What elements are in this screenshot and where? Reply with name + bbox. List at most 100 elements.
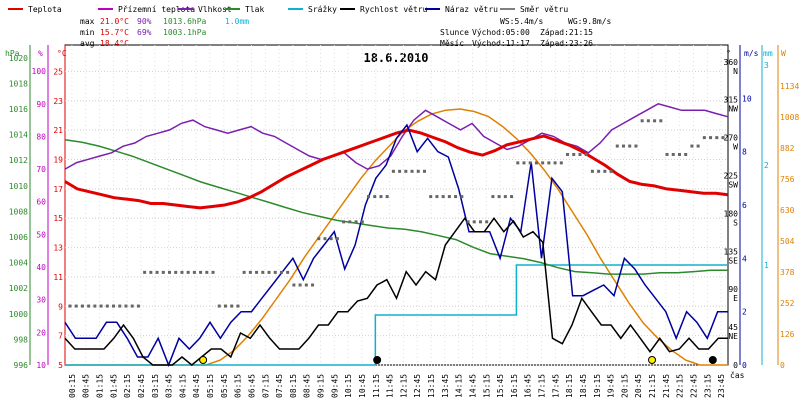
wind-dir-dot	[186, 270, 190, 274]
series-layer	[64, 102, 729, 368]
axis-title-pct: %	[38, 49, 43, 58]
tick-label-time: 13:15	[427, 374, 436, 398]
stats-min-label: min	[80, 28, 95, 37]
tick-label-time: 10:45	[358, 374, 367, 398]
wind-dir-dot	[491, 195, 495, 199]
stats-max-press: 1013.6hPa	[163, 17, 207, 26]
tick-label-pressure: 1020	[9, 54, 28, 63]
tick-label-pressure: 1008	[9, 207, 28, 216]
wind-dir-dot	[130, 304, 134, 308]
wind-dir-dot	[416, 169, 420, 173]
wind-dir-dot	[578, 152, 582, 156]
wind-dir-dot	[566, 152, 570, 156]
wind-dir-dot	[497, 195, 501, 199]
wind-dir-dot	[161, 270, 165, 274]
tick-label-time: 16:15	[510, 374, 519, 398]
tick-label-winddir: 225	[724, 172, 739, 181]
tick-label-time: 02:15	[123, 374, 132, 398]
tick-label-time: 08:15	[289, 374, 298, 398]
chart-title: 18.6.2010	[363, 51, 428, 65]
wind-dir-dot	[391, 169, 395, 173]
tick-label-temp: 5	[58, 361, 63, 370]
wind-dir-dot	[510, 195, 514, 199]
tick-label-humidity: 40	[36, 263, 46, 272]
stats-min-hum: 69%	[137, 28, 152, 37]
wind-dir-dot	[217, 304, 221, 308]
wind-dir-dot	[534, 161, 538, 165]
wind-dir-dot	[640, 119, 644, 123]
wind-dir-dot	[541, 161, 545, 165]
series-humidity	[64, 102, 729, 170]
tick-label-solar: 0	[780, 361, 785, 370]
tick-label-solar: 1008	[780, 113, 799, 122]
wind-dir-dot	[267, 270, 271, 274]
wind-dir-dot	[528, 161, 532, 165]
wind-dir-dot	[261, 270, 265, 274]
wind-dir-dot	[410, 169, 414, 173]
tick-label-time: 15:15	[482, 374, 491, 398]
series-rain	[65, 264, 728, 366]
sunrise-marker	[199, 356, 208, 364]
wind-dir-dot	[398, 169, 402, 173]
tick-label-time: 05:15	[206, 374, 215, 398]
tick-label-time: 06:15	[234, 374, 243, 398]
stats-avg-temp: 18.4°C	[100, 39, 129, 48]
tick-label-pressure: 1012	[9, 156, 28, 165]
legend-label: Srážky	[308, 5, 337, 14]
legend-label: Vlhkost	[198, 5, 232, 14]
wind-dir-dot	[721, 136, 725, 140]
wind-dir-dot	[311, 283, 315, 287]
wind-dir-dot	[615, 144, 619, 148]
tick-label-time: 14:45	[468, 374, 477, 398]
wind-dir-dot	[143, 270, 147, 274]
wind-dir-dot	[248, 270, 252, 274]
tick-label-wind: 4	[742, 254, 747, 263]
wind-dir-dot	[466, 220, 470, 224]
wind-dir-dot	[199, 270, 203, 274]
wind-dir-dot	[230, 304, 234, 308]
wind-dir-dot	[118, 304, 122, 308]
tick-label-humidity: 90	[36, 100, 46, 109]
tick-label-winddir: 270	[724, 134, 739, 143]
series-wind-speed	[64, 217, 728, 366]
wind-dir-dot	[342, 220, 346, 224]
moonrise-marker	[373, 356, 382, 364]
tick-label-time: 01:15	[96, 374, 105, 398]
tick-label-solar: 756	[780, 175, 795, 184]
tick-label-time: 19:45	[607, 374, 616, 398]
tick-label-time: 07:15	[261, 374, 270, 398]
wind-dir-dot	[684, 152, 688, 156]
wind-dir-dot	[242, 270, 246, 274]
series-gust	[64, 123, 728, 368]
wind-dir-dot	[441, 195, 445, 199]
tick-label-pressure: 998	[14, 335, 29, 344]
moon-rise: Východ:11:17	[472, 39, 530, 48]
tick-label-pressure: 1018	[9, 79, 28, 88]
tick-label-winddir: 360	[724, 58, 739, 67]
tick-label-winddir: 45	[728, 323, 738, 332]
wind-dir-dot	[87, 304, 91, 308]
wind-dir-dot	[597, 169, 601, 173]
tick-label-time: 00:15	[68, 374, 77, 398]
tick-label-time: 12:45	[413, 374, 422, 398]
wind-dir-dot	[653, 119, 657, 123]
wind-dir-dot	[292, 283, 296, 287]
tick-label-time: 04:45	[192, 374, 201, 398]
tick-label-temp: 25	[53, 67, 63, 76]
tick-label-solar: 252	[780, 299, 795, 308]
wind-dir-dot	[385, 195, 389, 199]
tick-label-solar: 378	[780, 268, 795, 277]
tick-label-humidity: 20	[36, 328, 46, 337]
tick-label-rain: 1	[764, 261, 769, 270]
tick-label-compass: W	[733, 143, 738, 152]
tick-label-winddir: 135	[724, 247, 739, 256]
tick-label-rain: 2	[764, 161, 769, 170]
moon-label: Měsíc	[440, 39, 464, 48]
wind-dir-dot	[447, 195, 451, 199]
tick-label-temp: 23	[53, 97, 63, 106]
tick-label-temp: 17	[53, 185, 63, 194]
tick-label-time: 11:15	[372, 374, 381, 398]
tick-label-solar: 1134	[780, 82, 799, 91]
wind-dir-dot	[174, 270, 178, 274]
tick-label-compass: NW	[728, 105, 738, 114]
